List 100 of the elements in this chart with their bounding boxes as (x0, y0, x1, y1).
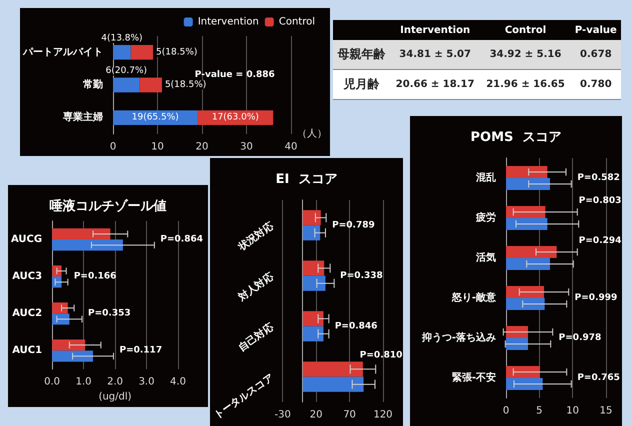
x-tick-label: 40 (284, 142, 298, 152)
bar (506, 246, 557, 258)
bar (506, 258, 550, 270)
y-tick-label: 混乱 (475, 172, 496, 184)
bar (302, 260, 324, 276)
annotation: P=0.846 (334, 321, 378, 332)
category-label: 母親年齢 (337, 47, 386, 62)
annotation: P=0.765 (577, 373, 620, 383)
annotation: P=0.582 (577, 173, 620, 183)
x-tick-label: 0.0 (44, 376, 60, 388)
bar (506, 286, 544, 298)
x-tick-label: 5 (536, 406, 543, 416)
bar (52, 350, 94, 362)
annotation: P=0.789 (332, 220, 375, 230)
y-tick-label: パートアルバイト (22, 46, 103, 58)
bar (140, 78, 162, 92)
data-label: 5(18.5%) (164, 80, 206, 90)
data-label: 4(13.8%) (101, 33, 143, 44)
x-tick-label: 2.0 (107, 376, 123, 388)
annotation: P=0.803 (578, 196, 622, 206)
y-tick-label: 対人対応 (235, 270, 277, 304)
x-tick-label: 70 (343, 410, 356, 420)
x-tick-label: 3.0 (138, 376, 154, 388)
x-tick-label: 20 (310, 410, 322, 420)
bar (302, 225, 320, 240)
bar (52, 339, 86, 351)
text: 20.66 ± 18.17 (396, 79, 474, 90)
bar (506, 366, 540, 378)
x-axis-title: （人） (297, 128, 327, 140)
chart-title: 唾液コルチゾール値 (50, 198, 166, 214)
y-tick-label: 活気 (475, 252, 496, 264)
bar (52, 228, 110, 240)
x-tick-label: 0 (110, 142, 116, 152)
x-tick-label: 15 (600, 406, 612, 416)
annotation: P=0.294 (578, 236, 622, 246)
x-tick-label: 4.0 (170, 376, 186, 388)
y-tick-label: トータルスコア (212, 372, 276, 422)
bar (506, 338, 528, 350)
bar (302, 311, 324, 326)
y-tick-label: AUC1 (12, 345, 42, 356)
bar (113, 44, 131, 60)
text: 0.780 (580, 79, 612, 90)
bar (302, 362, 363, 377)
text: 34.81 ± 5.07 (399, 49, 471, 60)
y-tick-label: AUC2 (12, 308, 42, 320)
bar (52, 314, 70, 325)
bar (506, 378, 543, 390)
category-label: Intervention (390, 20, 480, 40)
annotation: P=0.864 (160, 234, 204, 245)
y-tick-label: 専業主婦 (62, 111, 103, 124)
legend-label: Control (278, 16, 316, 28)
text: 34.92 ± 5.16 (490, 49, 562, 60)
y-tick-label: AUC3 (12, 271, 42, 282)
annotation: P=0.166 (74, 272, 116, 282)
data-label: 5(18.5%) (156, 47, 198, 58)
bar (130, 44, 154, 60)
bar (302, 376, 364, 392)
y-tick-label: AUCG (10, 234, 42, 246)
x-tick-label: 120 (373, 410, 393, 420)
x-tick-label: 10 (566, 406, 580, 416)
bar (302, 210, 321, 226)
annotation: P=0.999 (574, 293, 618, 303)
x-tick-label: -30 (274, 410, 291, 420)
bar (113, 78, 140, 92)
annotation: P=0.353 (88, 308, 131, 319)
annotation: P=0.810 (360, 350, 402, 361)
text: 0.678 (580, 49, 612, 60)
bar (302, 326, 324, 342)
bar (52, 302, 68, 314)
chart-title: POMS スコア (470, 130, 562, 145)
data-label: 19(65.5%) (132, 112, 179, 123)
bar (52, 240, 123, 251)
x-tick-label: 30 (240, 142, 253, 152)
bar (506, 178, 550, 190)
text: 21.96 ± 16.65 (486, 79, 565, 90)
legend-label: Intervention (198, 16, 259, 28)
category-label: Control (480, 20, 571, 40)
x-tick-label: 1.0 (76, 376, 92, 388)
category-label: 児月齢 (343, 77, 380, 92)
x-tick-label: 10 (151, 142, 164, 152)
x-tick-label: 0 (502, 406, 510, 416)
y-tick-label: 緊張-不安 (452, 372, 496, 384)
data-label: 6(20.7%) (106, 66, 148, 76)
y-tick-label: 怒り-敵意 (450, 292, 497, 304)
annotation: P=0.978 (558, 333, 602, 343)
y-tick-label: 疲労 (475, 212, 496, 224)
y-tick-label: 自己対応 (236, 320, 277, 354)
bar (506, 166, 548, 178)
category-label: P-value (570, 20, 621, 40)
y-tick-label: 常勤 (83, 78, 103, 90)
x-tick-label: 20 (196, 142, 208, 152)
annotation: P=0.338 (340, 270, 383, 281)
annotation: P=0.117 (119, 346, 162, 356)
annotation: P-value = 0.886 (194, 70, 275, 80)
bar (506, 298, 545, 310)
y-tick-label: 状況対応 (235, 219, 277, 254)
data-label: 17(63.0%) (212, 112, 259, 123)
bar (302, 276, 326, 291)
y-tick-label: 抑うつ-落ち込み (420, 332, 496, 344)
x-axis-title: (ug/dl) (98, 392, 132, 402)
